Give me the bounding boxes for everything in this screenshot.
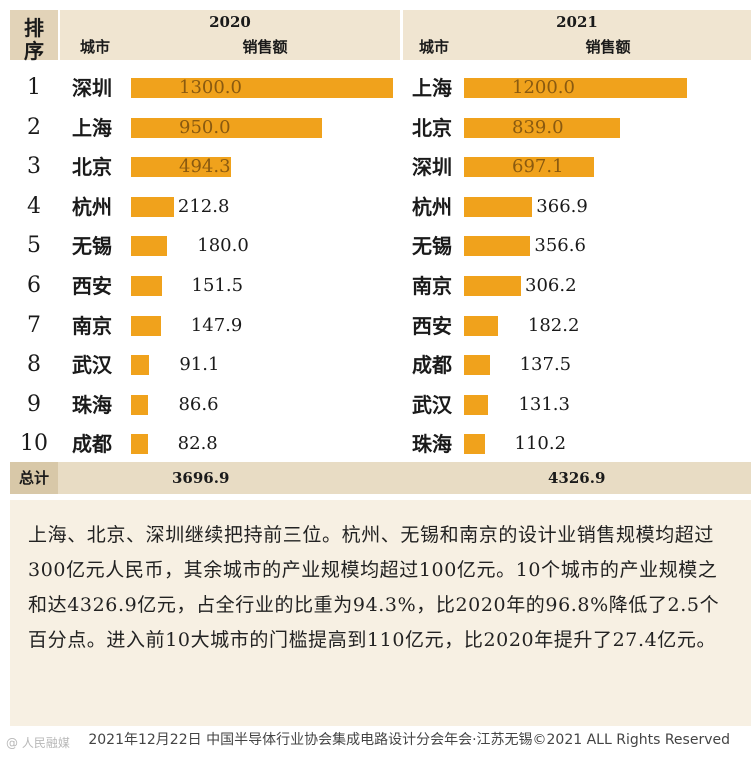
- bar-2020: [131, 117, 323, 138]
- bar-2020: [131, 236, 168, 257]
- bar-2021: [464, 236, 531, 257]
- city-label-2021: 西安: [412, 313, 452, 338]
- city-label-2020: 珠海: [72, 392, 112, 417]
- bar-2020: [131, 355, 150, 376]
- city-label-2020: 西安: [72, 274, 112, 298]
- city-label-2021: 无锡: [412, 234, 452, 259]
- rank-number: 2: [27, 114, 41, 140]
- city-label-2020: 成都: [72, 432, 112, 457]
- rank-header-line1: 排: [24, 16, 44, 40]
- value-label-2020: 151.5: [191, 275, 244, 296]
- value-label-2020: 1300.0: [179, 77, 242, 98]
- city-col-header-2021: 城市: [403, 34, 465, 60]
- rank-number: 9: [27, 391, 41, 417]
- value-label-2021: 356.6: [534, 235, 586, 257]
- total-value-2020: 3696.9: [172, 469, 230, 487]
- value-label-2020: 82.8: [177, 433, 218, 455]
- rank-number: 5: [27, 233, 41, 259]
- summary-note: 上海、北京、深圳继续把持前三位。杭州、无锡和南京的设计业销售规模均超过300亿元…: [10, 500, 751, 726]
- rank-number: 10: [20, 431, 48, 457]
- bar-2020: [131, 196, 174, 217]
- footer-copyright: 2021年12月22日 中国半导体行业协会集成电路设计分会年会·江苏无锡©202…: [88, 732, 730, 748]
- value-label-2021: 137.5: [519, 354, 572, 376]
- city-label-2020: 杭州: [72, 194, 112, 219]
- bar-2021: [464, 157, 594, 178]
- total-value-2021: 4326.9: [548, 469, 606, 487]
- bar-2021: [464, 196, 533, 217]
- city-label-2021: 杭州: [412, 194, 452, 219]
- bar-2020: [131, 157, 231, 178]
- value-label-2020: 212.8: [177, 195, 230, 217]
- city-label-2020: 无锡: [72, 234, 112, 259]
- value-label-2021: 366.9: [536, 195, 588, 217]
- sales-col-header-2021: 销售额: [465, 34, 751, 60]
- value-label-2021: 131.3: [518, 393, 570, 415]
- city-label-2020: 北京: [72, 155, 112, 180]
- year-2020-header: 2020: [60, 10, 400, 34]
- bar-2020: [131, 276, 162, 296]
- bar-2021: [464, 355, 490, 376]
- city-label-2020: 上海: [72, 115, 112, 140]
- bar-2021: [464, 78, 688, 98]
- city-label-2020: 南京: [72, 313, 112, 338]
- sales-col-header-2020: 销售额: [130, 34, 400, 60]
- bar-2021: [464, 394, 489, 415]
- value-label-2021: 697.1: [512, 156, 564, 178]
- value-label-2021: 1200.0: [512, 77, 575, 98]
- bar-2020: [131, 434, 148, 455]
- value-label-2021: 110.2: [514, 433, 567, 455]
- city-label-2020: 武汉: [72, 353, 112, 378]
- rank-number: 6: [27, 273, 41, 298]
- city-label-2021: 深圳: [412, 155, 452, 180]
- bar-2020: [131, 78, 393, 98]
- bar-2021: [464, 117, 621, 138]
- bar-2020: [131, 394, 149, 415]
- city-label-2020: 深圳: [72, 76, 112, 100]
- bar-2021: [464, 434, 485, 455]
- rank-header: 排 序: [10, 10, 58, 63]
- value-label-2021: 182.2: [527, 314, 580, 336]
- rank-number: 7: [27, 312, 41, 338]
- value-label-2020: 91.1: [179, 354, 220, 376]
- value-label-2020: 147.9: [190, 314, 243, 336]
- city-label-2021: 珠海: [412, 432, 452, 457]
- rank-header-line2: 序: [24, 39, 44, 63]
- value-label-2020: 950.0: [179, 116, 231, 138]
- city-label-2021: 武汉: [412, 392, 452, 417]
- value-label-2020: 180.0: [197, 235, 249, 257]
- rank-number: 8: [27, 352, 41, 378]
- value-label-2021: 306.2: [525, 275, 577, 296]
- rank-number: 4: [27, 193, 41, 219]
- bar-2021: [464, 315, 498, 336]
- city-label-2021: 北京: [412, 115, 452, 140]
- value-label-2021: 839.0: [512, 116, 564, 138]
- rank-number: 3: [27, 154, 41, 180]
- city-label-2021: 南京: [412, 274, 452, 298]
- watermark: @ 人民融媒: [6, 736, 70, 750]
- city-label-2021: 上海: [412, 76, 452, 100]
- bar-2021: [464, 276, 521, 296]
- rank-number: 1: [27, 75, 41, 100]
- total-label: 总计: [10, 462, 58, 494]
- bar-2020: [131, 315, 161, 336]
- value-label-2020: 86.6: [178, 393, 219, 415]
- value-label-2020: 494.3: [179, 156, 231, 178]
- city-label-2021: 成都: [412, 353, 452, 378]
- total-row: [10, 462, 751, 494]
- year-2021-header: 2021: [403, 10, 751, 34]
- city-col-header-2020: 城市: [60, 34, 130, 60]
